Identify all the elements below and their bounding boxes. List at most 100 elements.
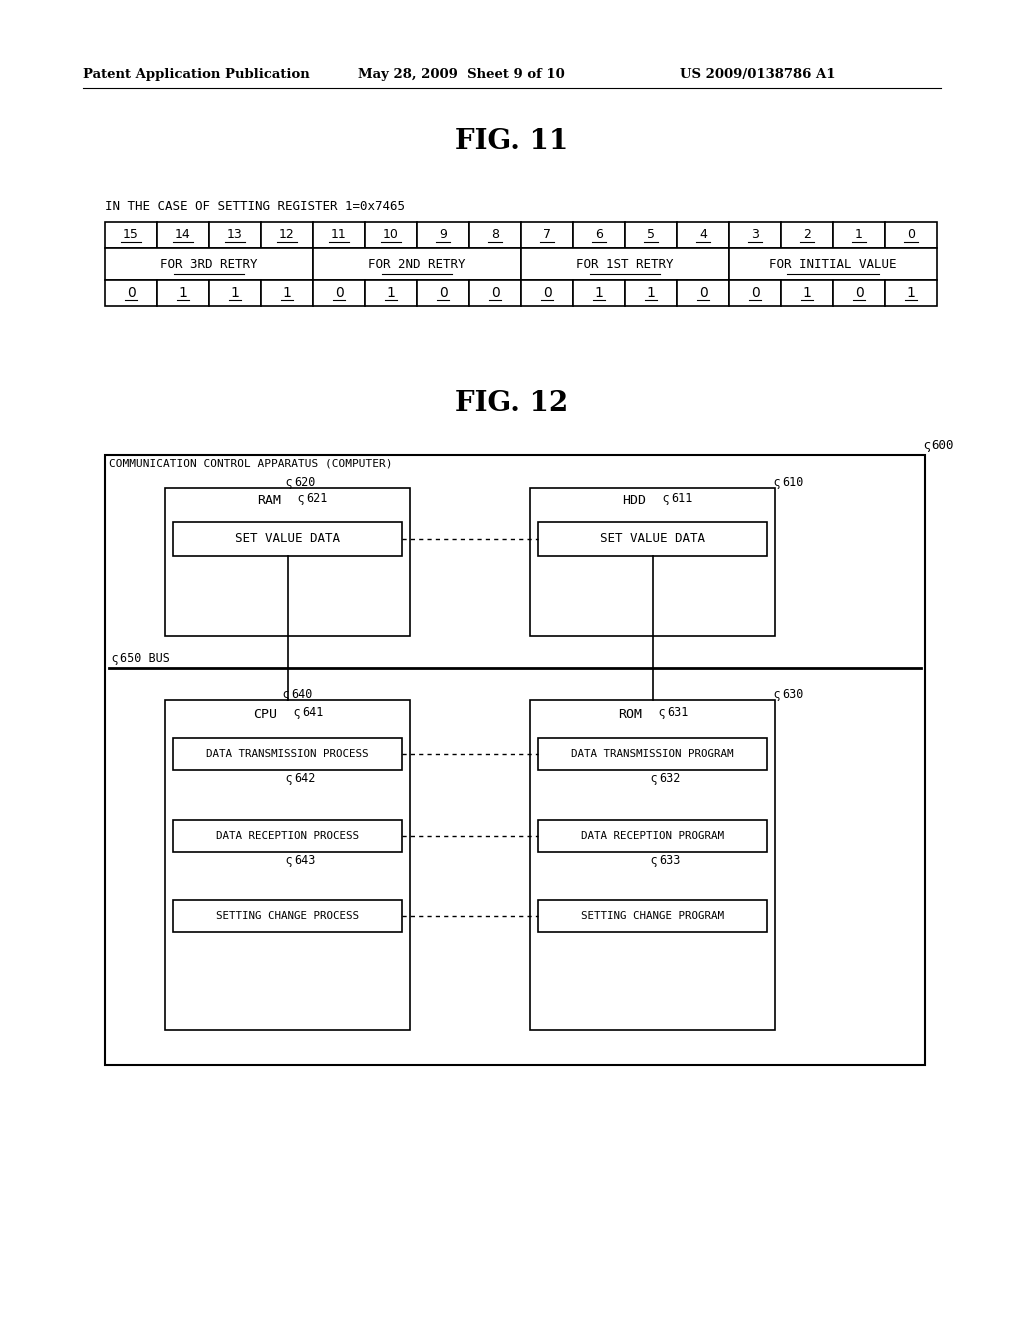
Text: 642: 642 [295,772,315,785]
Bar [573,222,625,248]
Text: 0: 0 [907,228,915,242]
Bar [521,280,573,306]
Text: DATA TRANSMISSION PROGRAM: DATA TRANSMISSION PROGRAM [571,748,734,759]
Text: ROM: ROM [618,708,642,721]
Bar [469,280,521,306]
Text: 11: 11 [331,228,347,242]
Text: ς: ς [923,440,931,451]
Text: 1: 1 [178,286,187,300]
Bar [417,222,469,248]
Bar [530,700,775,1030]
Text: SETTING CHANGE PROCESS: SETTING CHANGE PROCESS [216,911,359,921]
Bar [417,280,469,306]
Text: 10: 10 [383,228,399,242]
Text: SETTING CHANGE PROGRAM: SETTING CHANGE PROGRAM [581,911,724,921]
Bar [173,820,402,851]
Text: ς: ς [294,706,300,719]
Text: 14: 14 [175,228,190,242]
Text: 1: 1 [595,286,603,300]
Text: ς: ς [773,688,780,701]
Text: ς: ς [298,492,304,506]
Text: 5: 5 [647,228,655,242]
Bar [157,280,209,306]
Bar [313,222,365,248]
Bar [573,280,625,306]
Text: 1: 1 [646,286,655,300]
Text: CPU: CPU [254,708,278,721]
Text: 0: 0 [490,286,500,300]
Text: ς: ς [283,688,290,701]
Text: 13: 13 [227,228,243,242]
Bar [365,222,417,248]
Bar [165,488,410,636]
Bar [625,222,677,248]
Bar [173,521,402,556]
Bar [530,488,775,636]
Bar [261,280,313,306]
Text: ς: ς [650,772,657,785]
Text: 621: 621 [306,492,328,506]
Bar [469,222,521,248]
Bar [105,248,313,280]
Text: 1: 1 [230,286,240,300]
Text: ς: ς [286,854,293,867]
Text: 1: 1 [283,286,292,300]
Text: 610: 610 [782,477,804,488]
Bar [209,222,261,248]
Text: FIG. 12: FIG. 12 [456,389,568,417]
Bar [521,248,729,280]
Bar [313,280,365,306]
Text: ς: ς [111,652,118,665]
Text: 632: 632 [659,772,681,785]
Text: RAM: RAM [257,494,282,507]
Text: ς: ς [286,477,293,488]
Bar [677,280,729,306]
Text: 7: 7 [543,228,551,242]
Bar [105,222,157,248]
Bar [105,455,925,1065]
Bar [261,222,313,248]
Text: 600: 600 [931,440,953,451]
Text: 4: 4 [699,228,707,242]
Text: 6: 6 [595,228,603,242]
Text: FOR 1ST RETRY: FOR 1ST RETRY [577,257,674,271]
Text: 0: 0 [698,286,708,300]
Text: ς: ς [663,492,670,506]
Bar [165,700,410,1030]
Bar [173,738,402,770]
Text: 631: 631 [668,706,689,719]
Text: 0: 0 [335,286,343,300]
Text: Patent Application Publication: Patent Application Publication [83,69,309,81]
Text: 641: 641 [302,706,324,719]
Text: 2: 2 [803,228,811,242]
Text: 633: 633 [659,854,681,867]
Bar [157,222,209,248]
Bar [885,222,937,248]
Text: DATA RECEPTION PROGRAM: DATA RECEPTION PROGRAM [581,832,724,841]
Text: 620: 620 [295,477,315,488]
Text: FIG. 11: FIG. 11 [456,128,568,154]
Bar [538,820,767,851]
Bar [365,280,417,306]
Text: 0: 0 [751,286,760,300]
Text: 630: 630 [782,688,804,701]
Text: HDD: HDD [623,494,646,507]
Text: ς: ς [650,854,657,867]
Bar [885,280,937,306]
Text: 1: 1 [855,228,863,242]
Text: 1: 1 [387,286,395,300]
Text: FOR INITIAL VALUE: FOR INITIAL VALUE [769,257,897,271]
Bar [105,280,157,306]
Bar [173,900,402,932]
Bar [625,280,677,306]
Text: DATA RECEPTION PROCESS: DATA RECEPTION PROCESS [216,832,359,841]
Text: 650 BUS: 650 BUS [120,652,170,665]
Text: IN THE CASE OF SETTING REGISTER 1=0x7465: IN THE CASE OF SETTING REGISTER 1=0x7465 [105,201,406,213]
Text: 3: 3 [751,228,759,242]
Text: 1: 1 [906,286,915,300]
Text: ς: ς [658,706,666,719]
Text: DATA TRANSMISSION PROCESS: DATA TRANSMISSION PROCESS [206,748,369,759]
Text: 0: 0 [543,286,551,300]
Text: 643: 643 [295,854,315,867]
Text: 0: 0 [855,286,863,300]
